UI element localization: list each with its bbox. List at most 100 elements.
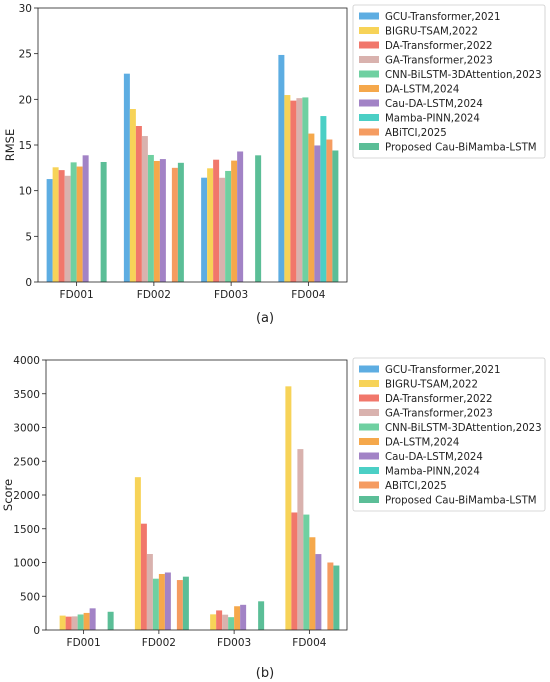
bar (308, 133, 315, 282)
x-tick-label: FD002 (137, 289, 171, 301)
legend-swatch (359, 409, 379, 416)
legend-label: Mamba-PINN,2024 (385, 114, 480, 125)
x-tick-label: FD004 (292, 637, 326, 649)
bar (70, 162, 77, 282)
legend-box (352, 357, 546, 512)
y-tick-label: 500 (20, 591, 40, 603)
bar (234, 606, 241, 630)
legend-label: Cau-DA-LSTM,2024 (385, 99, 483, 110)
bar (225, 170, 232, 282)
legend-label: GCU-Transformer,2021 (385, 12, 501, 23)
legend-label: GA-Transformer,2023 (385, 56, 493, 67)
bar (222, 614, 229, 630)
bar (302, 97, 309, 282)
legend-label: Proposed Cau-BiMamba-LSTM (385, 143, 537, 154)
y-tick-label: 2000 (13, 490, 40, 502)
bar (290, 100, 297, 282)
bar (152, 578, 159, 630)
bar (237, 151, 244, 282)
bar (177, 162, 184, 282)
bar (207, 168, 214, 282)
score-chart-panel: 0 500 1000 1500 2000 2500 3000 3500 4000 FD001 FD0… (1, 355, 546, 649)
y-tick-label: 4000 (13, 355, 40, 367)
bar (315, 554, 322, 630)
legend-swatch (359, 481, 379, 489)
legend-label: GCU-Transformer,2021 (385, 365, 501, 376)
legend-label: Cau-DA-LSTM,2024 (385, 452, 483, 463)
y-tick-label: 0 (25, 277, 32, 289)
legend-swatch (359, 85, 379, 92)
legend-label: DA-LSTM,2024 (385, 438, 459, 449)
x-tick-label: FD002 (142, 637, 176, 649)
y-tick-label: 25 (19, 49, 32, 61)
bar (58, 170, 65, 282)
y-tick-label: 0 (33, 625, 40, 637)
legend-swatch (359, 452, 379, 460)
legend-swatch (359, 70, 379, 78)
legend-label: Mamba-PINN,2024 (385, 467, 480, 478)
bar (176, 580, 183, 630)
bar (52, 167, 59, 282)
bar (123, 73, 130, 282)
bar (285, 386, 292, 630)
bar (309, 537, 316, 630)
legend-swatch (359, 394, 379, 402)
bar (71, 616, 78, 630)
legend-swatch (359, 438, 379, 445)
bar (303, 514, 310, 630)
bar (153, 160, 160, 282)
y-axis-label: Score (1, 479, 15, 511)
legend-swatch (359, 114, 379, 121)
bar (291, 512, 298, 630)
bar (326, 139, 333, 282)
bar (327, 562, 334, 630)
y-tick-label: 3500 (13, 389, 40, 401)
bar (129, 109, 136, 282)
bar (255, 155, 262, 282)
bar (201, 177, 208, 282)
legend-swatch (359, 99, 379, 107)
legend-label: BIGRU-TSAM,2022 (385, 380, 478, 391)
bar (100, 161, 107, 282)
bar (320, 116, 327, 282)
bar (141, 136, 148, 282)
bar (164, 572, 171, 630)
legend-box (352, 4, 546, 159)
legend-label: ABiTCI,2025 (385, 481, 447, 492)
bar (65, 616, 72, 630)
legend-label: DA-Transformer,2022 (385, 394, 492, 405)
y-tick-label: 1000 (13, 558, 40, 570)
y-tick-label: 3000 (13, 423, 40, 435)
y-tick-label: 10 (19, 186, 32, 198)
bar (77, 614, 84, 630)
bar (284, 95, 291, 282)
legend-label: Proposed Cau-BiMamba-LSTM (385, 496, 537, 507)
y-tick-label: 2500 (13, 456, 40, 468)
x-tick-label: FD001 (60, 289, 94, 301)
x-tick-label: FD001 (67, 637, 101, 649)
bar (82, 155, 89, 282)
y-tick-label: 1500 (13, 524, 40, 536)
legend: GCU-Transformer,2021 BIGRU-TSAM,2022 DA-Tr… (352, 357, 546, 512)
legend-label: CNN-BiLSTM-3DAttention,2023 (385, 70, 542, 81)
bar (89, 608, 96, 630)
legend-label: GA-Transformer,2023 (385, 409, 493, 420)
bar (278, 54, 285, 283)
legend-swatch (359, 365, 379, 373)
bar (140, 523, 147, 630)
x-tick-label: FD004 (291, 289, 325, 301)
legend-swatch (359, 496, 379, 503)
bar (147, 154, 154, 282)
bar (59, 615, 66, 630)
legend-swatch (359, 27, 379, 34)
bar (135, 126, 142, 282)
legend-label: BIGRU-TSAM,2022 (385, 27, 478, 38)
legend-swatch (359, 128, 379, 136)
bar (46, 179, 53, 282)
legend-label: DA-Transformer,2022 (385, 41, 492, 52)
bar (213, 159, 220, 282)
bar (333, 565, 340, 630)
y-tick-label: 15 (19, 140, 32, 152)
bar (231, 160, 238, 282)
bar (296, 98, 303, 283)
